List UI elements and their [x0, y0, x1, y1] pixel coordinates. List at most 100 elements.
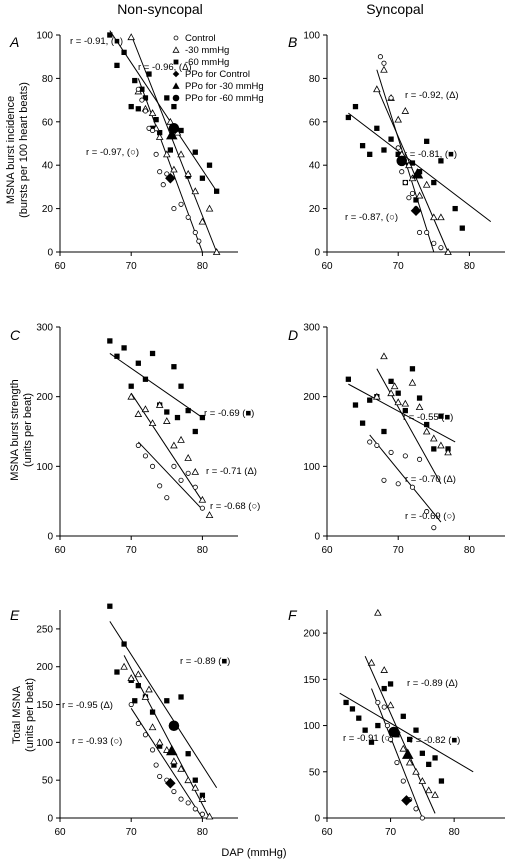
correlation-label: r = -0.71 (Δ) — [206, 466, 257, 477]
y-tick-label: 300 — [303, 323, 320, 334]
data-point — [199, 811, 205, 817]
data-point — [367, 658, 376, 666]
data-point — [374, 608, 382, 616]
data-point — [127, 674, 135, 681]
data-point — [388, 449, 394, 455]
data-point — [135, 720, 141, 727]
data-point — [177, 435, 185, 443]
data-point — [416, 456, 423, 462]
panel-letter-a: A — [9, 34, 19, 50]
data-point — [174, 414, 181, 421]
data-point — [416, 229, 423, 236]
data-point — [184, 776, 192, 784]
data-point — [171, 103, 177, 110]
data-point — [148, 723, 157, 731]
data-point — [121, 641, 127, 647]
data-point — [164, 698, 170, 704]
data-point — [416, 169, 423, 175]
ylabel-burst-strength-line1: MSNA burst strength — [9, 379, 21, 481]
data-point — [394, 115, 402, 123]
y-tick-label: 20 — [309, 204, 321, 215]
ylabel-burst-incidence-line1: MSNA burst incidence — [5, 96, 17, 204]
ppo-point — [401, 795, 412, 806]
data-point — [170, 441, 178, 449]
data-point — [135, 682, 141, 689]
correlation-label: r = -0.81, (■) — [404, 149, 457, 160]
data-point — [142, 732, 148, 738]
legend-label: -60 mmHg — [185, 57, 229, 68]
data-point — [192, 229, 198, 236]
x-tick-label: 70 — [126, 261, 138, 272]
data-point — [415, 403, 424, 411]
data-point — [375, 722, 381, 729]
data-point — [155, 133, 164, 140]
data-point — [149, 709, 156, 715]
regression-line — [137, 78, 203, 253]
data-point — [388, 378, 394, 384]
x-tick-label: 60 — [321, 545, 333, 556]
data-point — [413, 806, 419, 812]
correlation-label: r = -0.82 (■) — [410, 735, 460, 746]
data-point — [142, 453, 148, 459]
data-point — [120, 662, 128, 670]
data-point — [405, 161, 413, 169]
data-point — [394, 759, 400, 766]
x-tick-label: 60 — [54, 827, 66, 838]
data-point — [386, 701, 395, 709]
y-tick-label: 60 — [42, 117, 54, 128]
data-point — [459, 225, 465, 231]
data-point — [399, 169, 405, 175]
data-point — [430, 213, 438, 221]
data-point — [107, 32, 113, 38]
data-point — [191, 467, 200, 475]
column-title-syncopal: Syncopal — [366, 1, 424, 17]
data-point — [132, 77, 138, 84]
data-point — [134, 410, 143, 417]
data-point — [390, 382, 399, 390]
data-point — [114, 62, 120, 69]
regression-line — [376, 86, 449, 253]
data-point — [430, 434, 438, 442]
data-point — [373, 85, 381, 93]
legend-label: PPo for -60 mmHg — [185, 93, 264, 104]
ppo-point — [165, 777, 176, 789]
data-point — [387, 681, 394, 687]
data-point — [424, 138, 430, 144]
panel-c: C 0 100 200 300 60 70 80 r = -0.69 (■) r = -0.71 … — [10, 323, 260, 557]
legend-label: PPo for -30 mmHg — [185, 81, 264, 92]
data-point — [400, 713, 406, 719]
y-tick-label: 50 — [42, 776, 54, 787]
ylabel-total-msna-line1: Total MSNA — [11, 685, 23, 744]
data-point — [349, 706, 356, 712]
data-point — [352, 103, 359, 110]
panels: A 0 20 40 60 80 100 60 70 80 r = -0.91, (■) r = -0.… — [9, 30, 505, 838]
panel-letter-f: F — [288, 607, 298, 623]
data-point — [127, 392, 135, 400]
regression-line — [348, 112, 492, 223]
data-point — [424, 229, 430, 236]
legend-label: PPo for Control — [185, 69, 250, 80]
data-point — [128, 103, 134, 110]
correlation-label: r = -0.96, (Δ) — [138, 62, 192, 73]
data-point — [191, 783, 200, 791]
panel-d: D 0 100 200 300 60 70 80 r = -0.55 (■) r = -0.70 … — [288, 323, 505, 556]
data-point — [157, 773, 163, 779]
data-point — [418, 777, 427, 784]
data-point — [380, 352, 388, 360]
x-tick-label: 60 — [321, 827, 333, 838]
data-point — [438, 778, 445, 784]
data-point — [377, 54, 383, 60]
regression-line — [137, 441, 203, 510]
y-tick-label: 80 — [42, 74, 54, 85]
data-point — [155, 738, 164, 746]
ylabel-burst-incidence: MSNA burst incidence (bursts per 100 hea… — [5, 82, 30, 218]
regression-line — [130, 34, 218, 253]
data-point — [405, 758, 414, 766]
data-point — [164, 171, 170, 177]
x-tick-label: 70 — [393, 545, 405, 556]
data-point — [185, 751, 191, 757]
data-point — [381, 147, 387, 153]
panel-b: B 0 20 40 60 80 100 60 70 80 r = -0.92, (Δ) r = -0.… — [288, 31, 505, 272]
panel-e: E 0 50 100 150 200 250 60 70 80 r = -0.89 (■) r = -… — [10, 603, 238, 838]
data-point — [107, 603, 113, 609]
